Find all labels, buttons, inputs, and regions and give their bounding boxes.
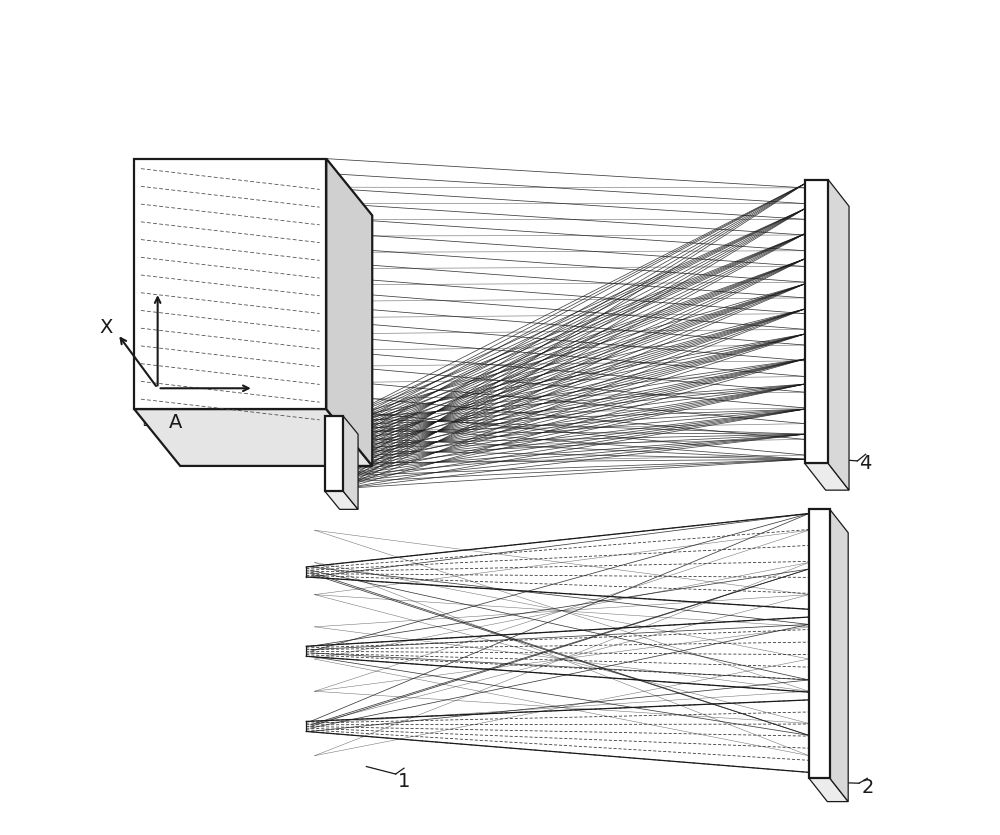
Text: A: A <box>169 412 183 432</box>
Polygon shape <box>326 159 372 466</box>
Text: 光轴方向: 光轴方向 <box>143 409 183 428</box>
Polygon shape <box>325 491 358 509</box>
Text: X: X <box>99 318 113 337</box>
Text: 4: 4 <box>860 454 872 473</box>
Polygon shape <box>809 778 848 802</box>
Text: 2: 2 <box>861 778 874 797</box>
Text: Y: Y <box>145 265 157 284</box>
Text: 1: 1 <box>398 772 410 791</box>
Polygon shape <box>805 180 828 463</box>
Polygon shape <box>325 416 343 491</box>
Text: Z: Z <box>260 385 274 403</box>
Polygon shape <box>805 463 849 490</box>
Polygon shape <box>828 180 849 490</box>
Polygon shape <box>343 416 358 509</box>
Text: 3: 3 <box>333 490 346 509</box>
Polygon shape <box>134 159 326 409</box>
Polygon shape <box>134 409 372 466</box>
Polygon shape <box>830 509 848 802</box>
Polygon shape <box>809 509 830 778</box>
